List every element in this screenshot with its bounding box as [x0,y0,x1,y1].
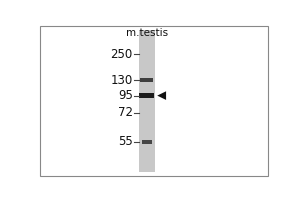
Bar [139,93,154,98]
Text: m.testis: m.testis [126,28,168,38]
Polygon shape [157,91,166,100]
Text: 130: 130 [111,74,133,87]
Bar [139,30,155,172]
Bar [140,78,153,82]
Bar [142,140,152,144]
Text: 72: 72 [118,106,133,119]
Text: 55: 55 [118,135,133,148]
Text: 95: 95 [118,89,133,102]
Text: 250: 250 [111,48,133,61]
